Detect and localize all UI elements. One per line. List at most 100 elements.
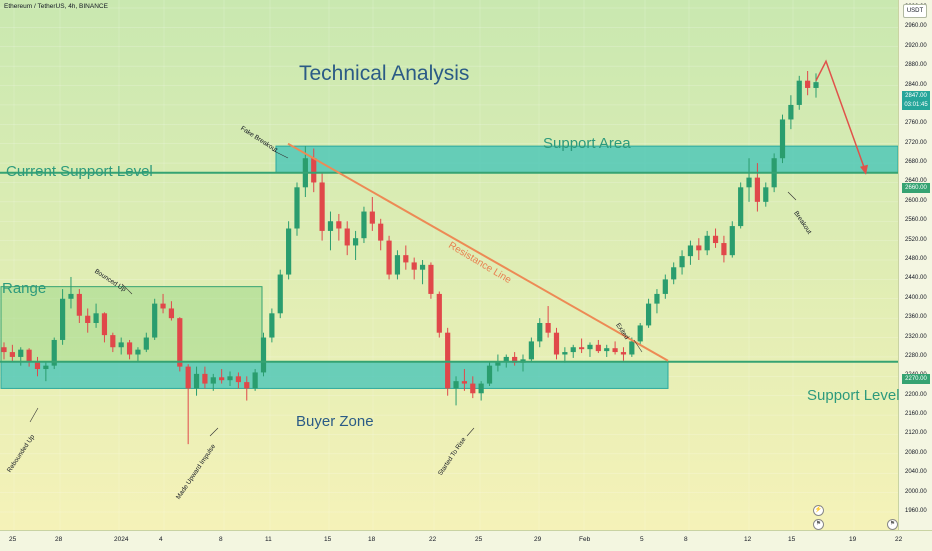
- candle-body: [411, 262, 417, 270]
- candle: [545, 306, 551, 338]
- candle-body: [193, 373, 200, 389]
- candle-body: [177, 318, 183, 367]
- candle: [235, 372, 241, 389]
- time-tick-label: Feb: [579, 536, 591, 543]
- candle: [135, 347, 141, 362]
- candle: [85, 308, 91, 333]
- candle: [419, 260, 426, 285]
- candle: [210, 373, 216, 391]
- candle: [612, 341, 618, 355]
- flag-icon[interactable]: ⚑: [813, 519, 824, 530]
- candle: [587, 342, 593, 357]
- candle-body: [260, 337, 267, 373]
- candle-body: [252, 372, 258, 389]
- zone-support-area: [275, 145, 899, 174]
- candle: [1, 342, 7, 360]
- candle: [219, 369, 225, 384]
- countdown-badge: 03:01:45: [902, 100, 930, 110]
- candle: [579, 338, 585, 354]
- time-axis[interactable]: [0, 530, 932, 551]
- price-tick-label: 2080.00: [905, 449, 927, 456]
- price-tick-label: 2560.00: [905, 217, 927, 224]
- candle-body: [512, 356, 518, 363]
- candle-body: [779, 119, 786, 159]
- price-tick-label: 2120.00: [905, 430, 927, 437]
- price-tick-label: 2000.00: [905, 488, 927, 495]
- candle-body: [126, 342, 133, 355]
- candle-body: [528, 341, 534, 360]
- candle-body: [369, 211, 375, 224]
- candle: [604, 344, 610, 357]
- candle: [470, 376, 476, 399]
- candle: [93, 303, 99, 328]
- price-tick-label: 2720.00: [905, 139, 927, 146]
- annotation-arrow: [787, 191, 797, 201]
- lightning-icon[interactable]: ⚡: [813, 505, 824, 516]
- price-tick-label: 2480.00: [905, 256, 927, 262]
- candle: [252, 369, 258, 391]
- candle: [671, 262, 677, 285]
- range-label: Range: [2, 280, 47, 297]
- candle: [177, 317, 183, 372]
- candle: [294, 182, 300, 236]
- candle-body: [712, 235, 719, 244]
- candle: [570, 344, 576, 358]
- candle-body: [185, 366, 191, 389]
- candle: [160, 293, 166, 314]
- annotation-arrow: [29, 407, 39, 423]
- candle-body: [679, 256, 685, 268]
- time-tick-label: 15: [324, 536, 332, 543]
- candle: [813, 73, 819, 98]
- candle: [486, 361, 493, 386]
- price-tick-label: 2160.00: [905, 411, 927, 418]
- candle: [227, 371, 233, 386]
- candle-body: [101, 313, 108, 336]
- candle-body: [286, 228, 292, 275]
- price-tick-label: 2520.00: [905, 236, 927, 243]
- candle-body: [327, 221, 334, 231]
- candle: [260, 332, 267, 377]
- candle: [788, 95, 794, 130]
- candle-body: [85, 315, 91, 323]
- candle: [779, 114, 786, 164]
- candle: [269, 308, 275, 343]
- candle: [763, 182, 769, 207]
- candle-body: [294, 187, 300, 229]
- candle: [336, 213, 342, 241]
- candle: [361, 206, 367, 244]
- candle-body: [579, 347, 585, 350]
- trend-lines: [0, 59, 898, 437]
- candle-body: [202, 373, 208, 384]
- candle: [637, 323, 643, 345]
- candle: [244, 376, 250, 401]
- candle-body: [763, 187, 769, 202]
- time-tick-label: 25: [475, 536, 483, 543]
- price-axis[interactable]: [898, 0, 932, 530]
- candle: [704, 230, 710, 256]
- price-tick-label: 2400.00: [905, 294, 927, 301]
- candle-body: [654, 293, 660, 304]
- price-tick-label: 2920.00: [905, 42, 927, 49]
- symbol-title[interactable]: Ethereum / TetherUS, 4h, BINANCE: [4, 3, 108, 10]
- time-tick-label: 8: [219, 536, 223, 543]
- level-high-badge: 2660.00: [902, 183, 930, 193]
- candle-body: [553, 332, 560, 355]
- candle: [101, 312, 108, 343]
- candle-body: [687, 245, 694, 257]
- candle: [394, 250, 401, 280]
- candle-body: [34, 361, 41, 370]
- annotation-arrow: [121, 283, 133, 295]
- price-tick-label: 2960.00: [905, 23, 927, 30]
- candle: [319, 172, 325, 241]
- candle-body: [754, 177, 761, 202]
- candle-body: [68, 293, 74, 299]
- candle-body: [696, 245, 702, 251]
- candle-body: [453, 381, 459, 389]
- flag-icon-right[interactable]: ⚑: [887, 519, 898, 530]
- currency-button[interactable]: USDT: [903, 4, 927, 18]
- time-tick-label: 22: [895, 536, 903, 543]
- current-support-level-label: Current Support Level: [6, 163, 153, 180]
- candle-body: [18, 349, 24, 357]
- price-tick-label: 2440.00: [905, 275, 927, 282]
